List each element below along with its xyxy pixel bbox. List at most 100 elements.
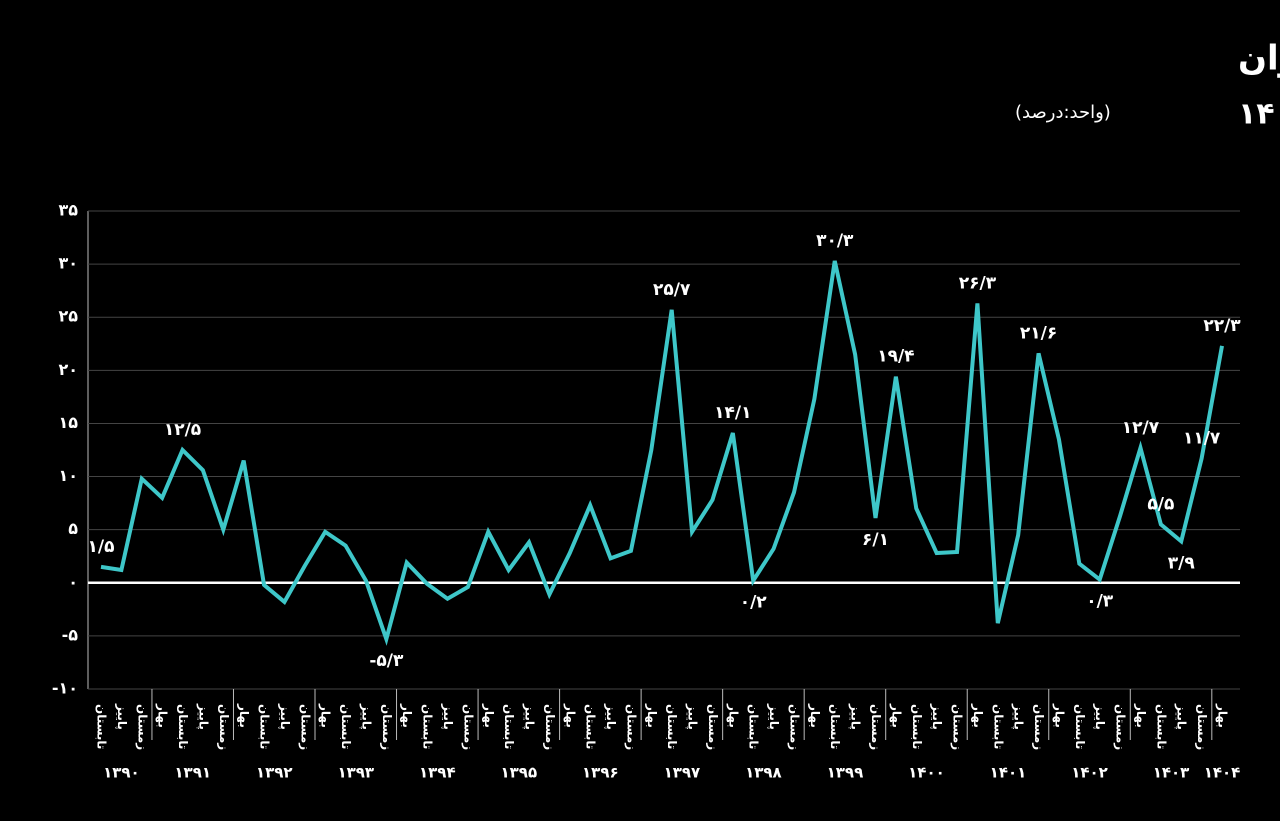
y-tick-label: ۵ (68, 519, 78, 538)
x-tick-label: پاییز (196, 703, 210, 730)
year-label: ۱۳۹۹ (827, 764, 864, 782)
year-label: ۱۳۹۷ (664, 764, 701, 782)
y-tick-label: ۰ (68, 572, 78, 591)
x-tick-label: تابستان (991, 704, 1005, 749)
unit-label: (واحد:درصد) (1015, 102, 1111, 123)
x-tick-label: بهار (889, 703, 903, 728)
x-tick-label: بهار (1052, 703, 1066, 728)
x-tick-label: زمستان (869, 704, 883, 750)
data-label: ۱/۵ (88, 537, 115, 557)
x-tick-label: تابستان (747, 704, 761, 749)
y-tick-label: ۱۵ (58, 413, 78, 432)
data-label: ۳/۹ (1168, 553, 1196, 573)
data-label: ۱۲/۷ (1122, 418, 1160, 438)
x-tick-label: زمستان (135, 704, 149, 750)
x-tick-label: زمستان (461, 704, 475, 750)
x-tick-label: پاییز (767, 703, 781, 730)
x-tick-label: پاییز (1012, 703, 1026, 730)
x-tick-label: زمستان (380, 704, 394, 750)
year-label: ۱۳۹۴ (419, 764, 456, 782)
data-label: ۲۵/۷ (653, 280, 691, 300)
x-tick-label: تابستان (421, 704, 435, 749)
data-label: ۲۱/۶ (1020, 323, 1057, 343)
year-label: ۱۳۹۰ (103, 764, 140, 782)
x-tick-label: زمستان (787, 704, 801, 750)
x-tick-label: پاییز (1093, 703, 1107, 730)
x-tick-label: تابستان (1154, 704, 1168, 749)
y-tick-label: -۵ (62, 625, 79, 644)
x-tick-label: بهار (237, 703, 251, 728)
x-tick-label: زمستان (624, 704, 638, 750)
data-label: ۶/۱ (862, 530, 889, 550)
y-tick-label: ۳۵ (58, 201, 78, 220)
x-tick-label: پاییز (930, 703, 944, 730)
year-label: ۱۳۹۵ (501, 764, 538, 782)
x-tick-label: بهار (1216, 703, 1230, 728)
x-tick-label: پاییز (115, 703, 129, 730)
x-tick-label: بهار (808, 703, 822, 728)
y-tick-label: ۱۰ (58, 466, 78, 485)
x-tick-label: تابستان (828, 704, 842, 749)
x-tick-label: بهار (1134, 703, 1148, 728)
x-tick-label: زمستان (1114, 704, 1128, 750)
x-tick-label: بهار (726, 703, 740, 728)
y-tick-label: ۲۵ (58, 307, 78, 326)
year-label: ۱۳۹۶ (582, 764, 619, 782)
x-tick-label: پاییز (359, 703, 373, 730)
year-label: ۱۴۰۳ (1153, 764, 1190, 782)
chart-subtitle: در بهار ۱۴۰۴ (1238, 97, 1280, 132)
x-tick-label: پاییز (278, 703, 292, 730)
x-tick-label: بهار (482, 703, 496, 728)
data-label: ۰/۳ (1086, 592, 1114, 612)
x-tick-label: بهار (563, 703, 577, 728)
x-tick-label: پاییز (523, 703, 537, 730)
x-tick-label: بهار (156, 703, 170, 728)
data-label: ۱۲/۵ (164, 420, 201, 440)
x-tick-label: تابستان (502, 704, 516, 749)
x-tick-label: تابستان (584, 704, 598, 749)
data-label: -۵/۳ (369, 651, 404, 671)
year-label: ۱۴۰۴ (1204, 764, 1241, 782)
data-label: ۰/۲ (740, 593, 768, 613)
x-tick-label: تابستان (95, 704, 109, 749)
x-tick-label: زمستان (298, 704, 312, 750)
year-label: ۱۳۹۳ (337, 764, 374, 782)
x-tick-label: پاییز (1175, 703, 1189, 730)
year-label: ۱۴۰۱ (990, 764, 1027, 782)
x-tick-label: تابستان (1073, 704, 1087, 749)
x-tick-label: بهار (645, 703, 659, 728)
data-label: ۲۶/۳ (959, 273, 997, 293)
x-tick-label: زمستان (1195, 704, 1209, 750)
x-tick-label: زمستان (1032, 704, 1046, 750)
data-label: ۵/۵ (1147, 494, 1174, 514)
x-tick-label: تابستان (665, 704, 679, 749)
data-label: ۱۴/۱ (714, 403, 751, 423)
year-label: ۱۴۰۰ (908, 764, 945, 782)
x-tick-label: بهار (400, 703, 414, 728)
x-tick-label: پاییز (849, 703, 863, 730)
x-tick-label: تابستان (258, 704, 272, 749)
x-tick-label: بهار (971, 703, 985, 728)
x-tick-label: تابستان (176, 704, 190, 749)
x-tick-label: زمستان (217, 704, 231, 750)
data-label: ۱۹/۴ (877, 347, 914, 367)
y-tick-label: ۲۰ (58, 360, 78, 379)
year-label: ۱۳۹۱ (174, 764, 211, 782)
y-tick-label: ۳۰ (58, 254, 78, 273)
x-tick-label: تابستان (910, 704, 924, 749)
x-tick-label: بهار (319, 703, 333, 728)
data-label: ۳۰/۳ (816, 231, 854, 251)
data-label: ۱۱/۷ (1183, 428, 1221, 448)
y-tick-label: -۱۰ (52, 679, 78, 698)
x-tick-label: تابستان (339, 704, 353, 749)
x-tick-label: پاییز (604, 703, 618, 730)
x-tick-label: پاییز (686, 703, 700, 730)
year-label: ۱۳۹۲ (256, 764, 293, 782)
x-tick-label: زمستان (951, 704, 965, 750)
chart-title: تورم فصلی نهاده‌های ساختمانی در شهر تهرا… (1238, 39, 1280, 79)
x-tick-label: زمستان (706, 704, 720, 750)
year-label: ۱۴۰۲ (1071, 764, 1108, 782)
x-tick-label: زمستان (543, 704, 557, 750)
data-label: ۲۲/۳ (1203, 316, 1241, 336)
